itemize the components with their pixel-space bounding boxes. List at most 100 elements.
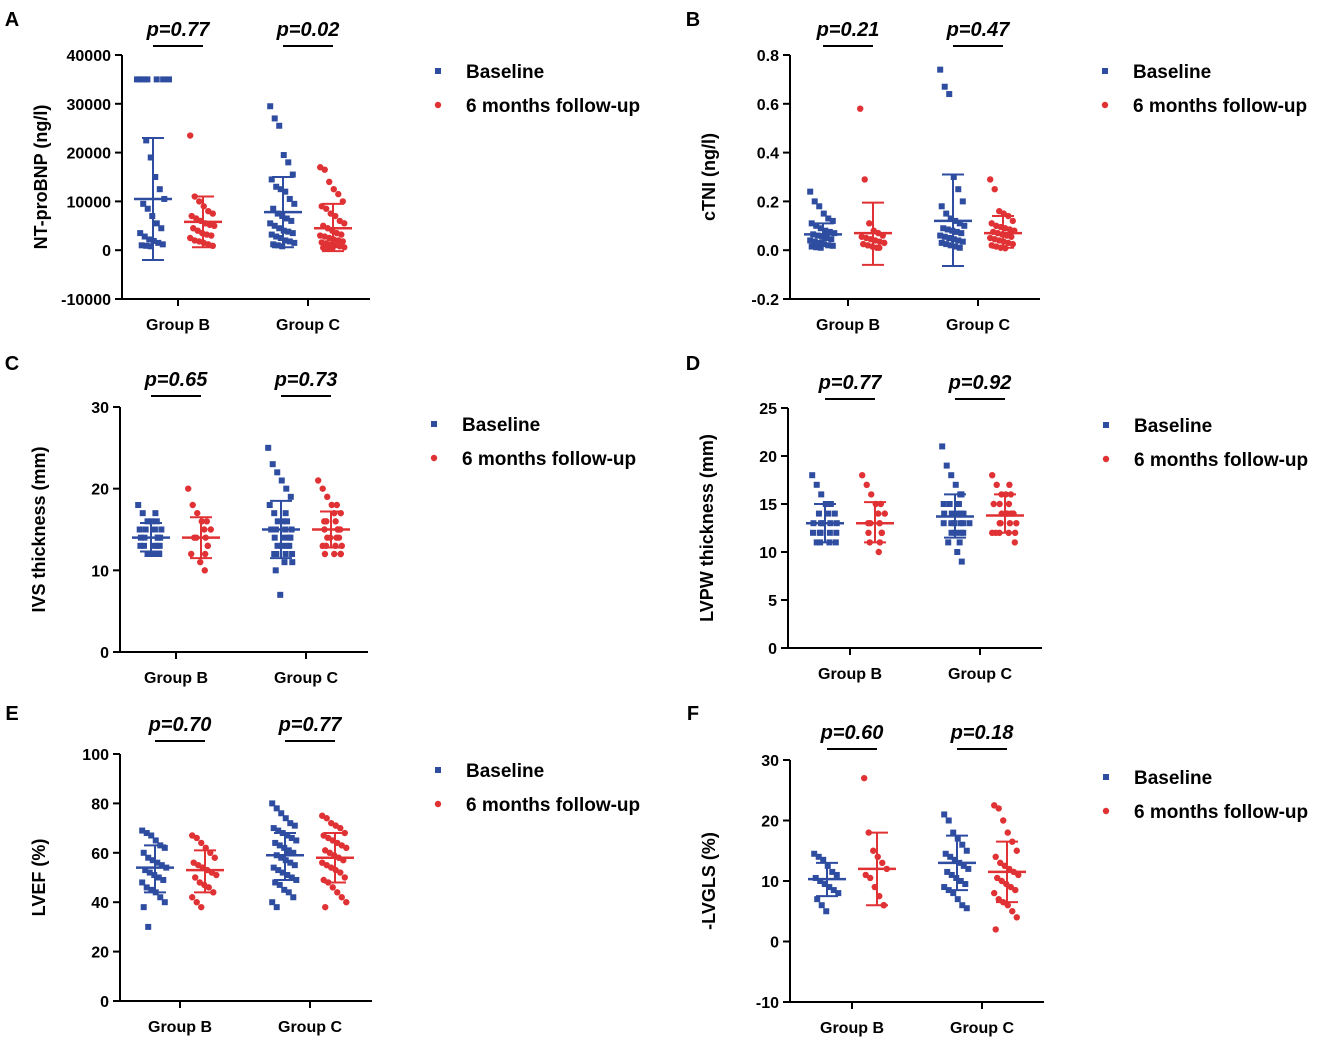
followup-point [995,805,1002,812]
baseline-point [282,510,289,517]
baseline-point [810,529,816,536]
followup-point [875,548,882,556]
baseline-point [144,551,151,557]
followup-point [203,518,211,525]
baseline-point [273,233,280,240]
baseline-point [155,874,162,881]
baseline-point [944,226,951,233]
p-value-label: p=0.92 [948,372,1012,394]
panel-letter: B [686,9,700,31]
baseline-point [954,510,961,517]
baseline-point [823,235,830,241]
baseline-point [154,859,161,866]
baseline-point [281,534,287,541]
baseline-point [290,894,297,901]
y-axis-title: LVEF (%) [29,839,49,917]
baseline-point [955,237,962,244]
baseline-point [269,899,276,906]
baseline-point [952,243,959,250]
followup-point [1009,908,1016,915]
baseline-point [272,567,279,574]
p-value-label: p=0.47 [946,19,1011,41]
baseline-point [277,591,284,598]
baseline-point [947,853,954,860]
y-tick-label: 0.6 [757,97,779,114]
baseline-point [825,215,832,222]
baseline-point [144,76,151,83]
baseline-point [137,542,144,549]
baseline-point [282,237,289,244]
baseline-point [963,847,970,854]
baseline-point [948,472,955,479]
baseline-point [814,896,821,903]
baseline-point [953,228,960,235]
baseline-point [816,203,823,210]
baseline-point [161,899,168,906]
x-tick-label: Group C [948,666,1012,683]
x-tick-label: Group C [946,317,1010,334]
baseline-point [270,864,277,871]
baseline-point [948,871,955,878]
legend-baseline-marker [435,767,441,773]
baseline-point [142,526,149,533]
legend-baseline-marker [431,421,437,427]
y-tick-label: 60 [91,846,109,863]
baseline-point [825,510,832,517]
baseline-point [956,244,963,251]
baseline-point [940,225,947,232]
p-value-label: p=0.21 [816,19,880,41]
baseline-point [148,551,155,557]
baseline-point [823,908,830,915]
baseline-point [942,850,949,857]
y-tick-label: 25 [759,401,777,418]
baseline-point [943,241,950,248]
followup-point [992,853,999,860]
baseline-point [286,195,293,202]
baseline-point [276,225,283,232]
baseline-point [951,856,958,863]
y-tick-label: 20 [91,482,109,499]
panel-letter: D [686,353,700,375]
baseline-point [289,559,296,566]
followup-point [997,859,1004,867]
baseline-point [280,152,287,159]
baseline-point [946,235,953,241]
followup-point [193,899,200,906]
baseline-point [813,244,820,251]
baseline-point [943,462,950,469]
baseline-point [287,820,294,827]
baseline-point [945,539,952,546]
baseline-point [289,230,296,237]
followup-point [861,774,868,782]
legend-baseline-marker [1102,68,1108,74]
panel-letter: E [5,703,18,725]
baseline-point [952,481,959,488]
followup-point [857,105,864,112]
baseline-point [820,210,827,217]
baseline-point [273,183,280,190]
followup-point [324,534,331,541]
x-tick-label: Group C [274,670,338,687]
x-tick-label: Group B [148,1019,212,1036]
baseline-point [291,862,298,869]
baseline-point [266,502,273,508]
baseline-point [811,198,818,205]
followup-point [188,550,195,558]
baseline-point [811,850,818,857]
baseline-point [137,76,144,83]
followup-point [196,198,203,205]
baseline-point [153,76,160,83]
baseline-point [158,225,165,232]
followup-point [193,834,200,842]
legend-followup-label: 6 months follow-up [1134,802,1308,823]
baseline-point [135,502,142,508]
baseline-point [143,884,150,891]
followup-point [339,238,346,245]
baseline-point [291,200,298,207]
baseline-point [833,529,840,536]
baseline-point [146,236,153,243]
y-tick-label: 15 [759,497,777,514]
baseline-point [962,881,969,888]
p-value-label: p=0.77 [146,19,211,41]
